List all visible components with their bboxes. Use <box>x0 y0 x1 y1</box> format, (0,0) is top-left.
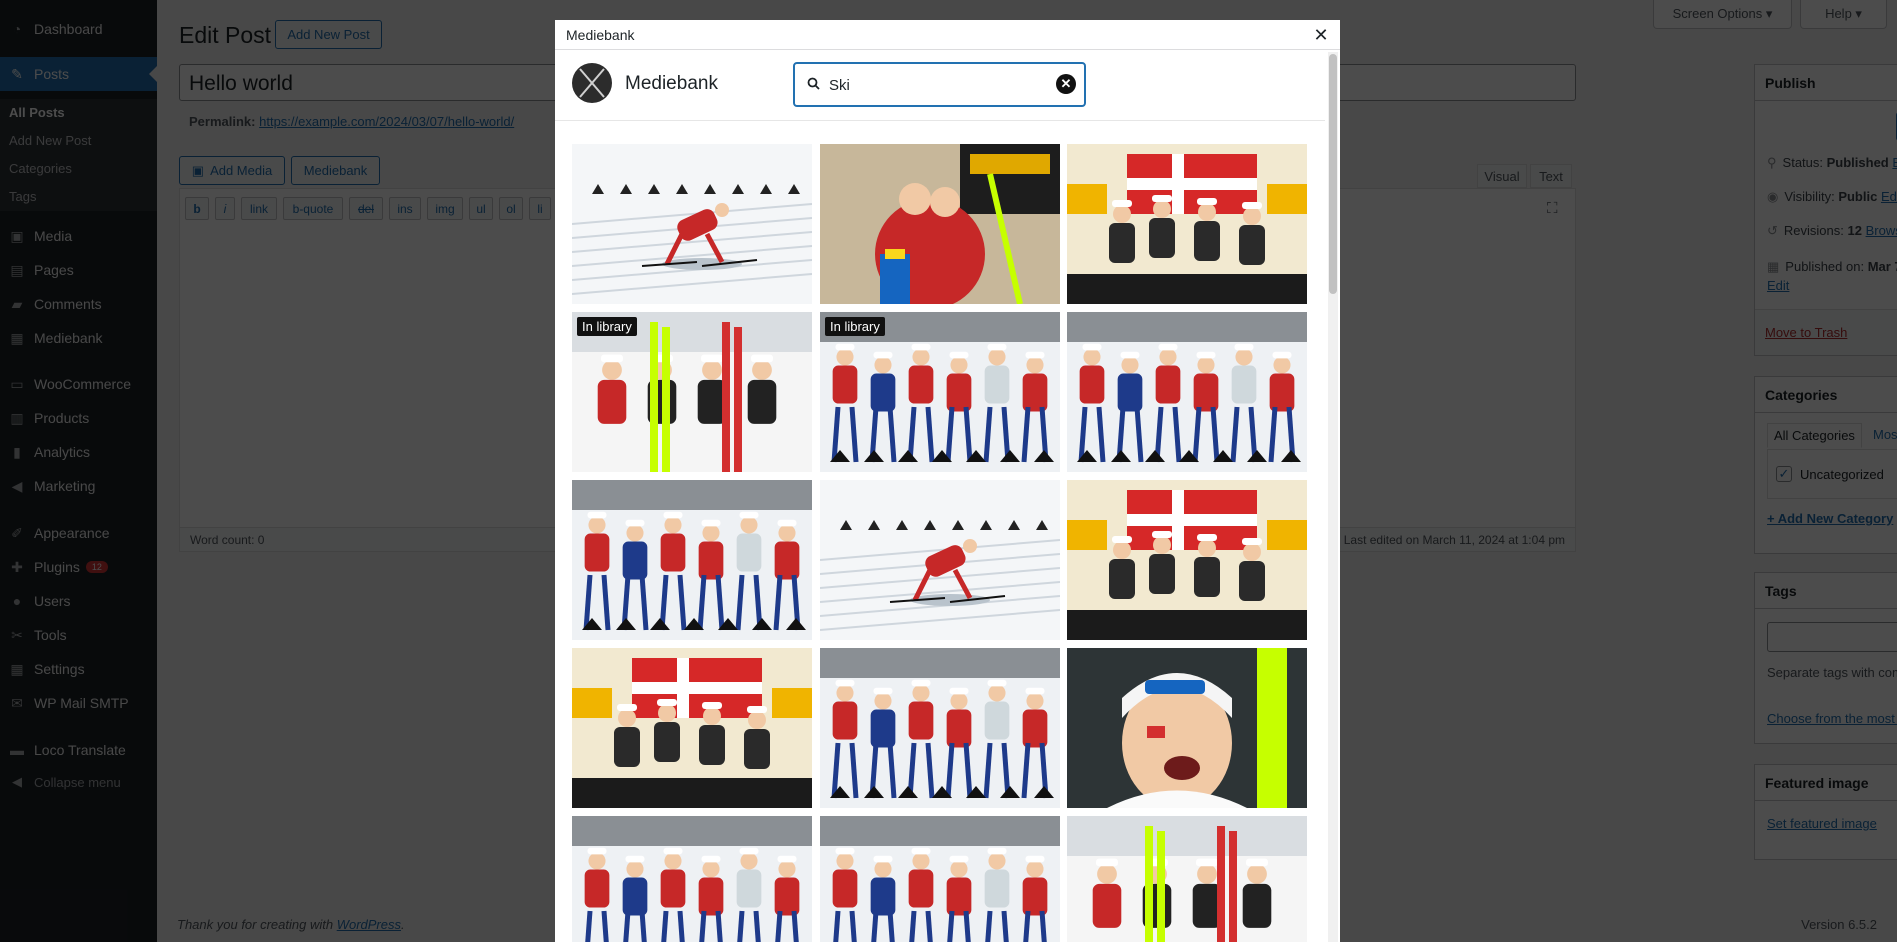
search-icon <box>807 77 820 90</box>
media-thumbnail-image <box>572 816 812 942</box>
media-thumbnail[interactable] <box>572 816 812 942</box>
media-thumbnail[interactable] <box>820 816 1060 942</box>
media-thumbnail-image <box>572 480 812 640</box>
media-thumbnail-image <box>1067 816 1307 942</box>
media-thumbnail-image <box>820 144 1060 304</box>
mediebank-logo <box>572 63 612 103</box>
media-thumbnail[interactable] <box>572 648 812 808</box>
mediebank-header: Mediebank ✕ <box>555 51 1325 121</box>
close-icon[interactable]: ✕ <box>1313 24 1329 45</box>
modal-scrollbar-thumb[interactable] <box>1329 54 1337 294</box>
media-thumbnail-image <box>572 144 812 304</box>
media-thumbnail[interactable] <box>1067 816 1307 942</box>
modal-title: Mediebank <box>566 26 635 43</box>
media-thumbnail-image <box>1067 480 1307 640</box>
media-thumbnail[interactable]: In library <box>820 312 1060 472</box>
media-thumbnail-image <box>820 480 1060 640</box>
mediebank-brand: Mediebank <box>625 73 718 94</box>
media-thumbnail[interactable] <box>572 480 812 640</box>
search-box: ✕ <box>793 62 1086 107</box>
media-thumbnail[interactable] <box>1067 480 1307 640</box>
media-thumbnail[interactable] <box>1067 144 1307 304</box>
media-thumbnail-image <box>1067 648 1307 808</box>
mediebank-modal: Mediebank ✕ Mediebank ✕ In library In lib… <box>555 20 1340 942</box>
media-thumbnail[interactable] <box>820 648 1060 808</box>
media-thumbnail-image <box>1067 144 1307 304</box>
media-thumbnail[interactable] <box>1067 648 1307 808</box>
media-thumbnail[interactable] <box>820 144 1060 304</box>
search-input[interactable] <box>829 74 1039 96</box>
media-thumbnail[interactable]: In library <box>572 312 812 472</box>
media-thumbnail-image <box>820 312 1060 472</box>
media-thumbnail-image <box>572 648 812 808</box>
modal-scrollbar[interactable] <box>1328 52 1338 942</box>
modal-titlebar: Mediebank <box>555 20 1340 50</box>
media-thumbnail-image <box>572 312 812 472</box>
mediebank-logo-mark <box>579 68 605 98</box>
in-library-badge: In library <box>577 317 637 336</box>
in-library-badge: In library <box>825 317 885 336</box>
media-thumbnail[interactable] <box>820 480 1060 640</box>
clear-search-icon[interactable]: ✕ <box>1056 74 1076 94</box>
media-thumbnail-image <box>820 816 1060 942</box>
media-thumbnail[interactable] <box>572 144 812 304</box>
media-thumbnail-image <box>1067 312 1307 472</box>
media-thumbnail-image <box>820 648 1060 808</box>
media-thumbnail[interactable] <box>1067 312 1307 472</box>
